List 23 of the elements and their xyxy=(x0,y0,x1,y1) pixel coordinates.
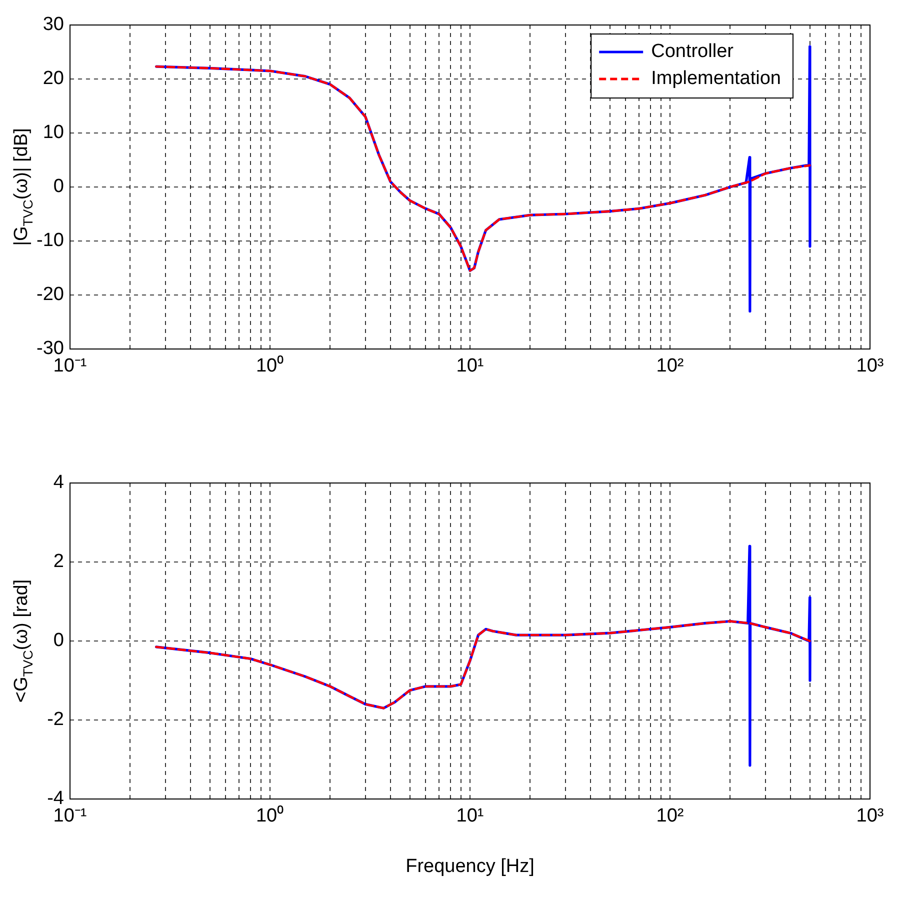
x-tick-label: 10³ xyxy=(856,356,884,377)
y-tick-label: 2 xyxy=(53,551,64,572)
y-tick-label: -20 xyxy=(36,284,64,306)
x-tick-label: 10¹ xyxy=(456,356,484,377)
legend-label: Controller xyxy=(651,41,734,62)
y-tick-label: 0 xyxy=(53,630,64,652)
x-tick-label: 10³ xyxy=(856,806,884,827)
x-tick-label: 10² xyxy=(656,806,684,827)
y-axis-title: <GTVC(ω) [rad] xyxy=(11,579,36,703)
x-tick-label: 10¹ xyxy=(456,806,484,827)
y-tick-label: 0 xyxy=(53,176,64,198)
legend-label: Implementation xyxy=(651,68,782,90)
y-tick-label: -2 xyxy=(47,709,64,730)
y-tick-label: 10 xyxy=(42,122,64,144)
y-tick-label: 30 xyxy=(42,14,64,36)
x-tick-label: 10⁰ xyxy=(256,354,284,377)
x-tick-label: 10² xyxy=(656,356,684,377)
y-tick-label: -10 xyxy=(36,230,64,252)
x-axis-title: Frequency [Hz] xyxy=(406,856,534,878)
y-tick-label: 20 xyxy=(42,68,64,90)
y-axis-title: |GTVC(ω)| [dB] xyxy=(11,128,36,246)
x-tick-label: 10⁰ xyxy=(256,804,284,827)
y-tick-label: 4 xyxy=(53,472,64,494)
